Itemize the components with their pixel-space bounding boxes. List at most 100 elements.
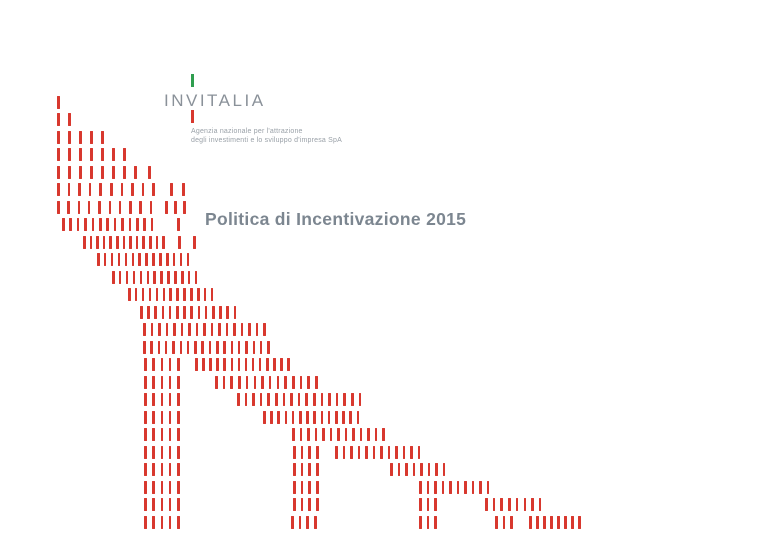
- tally-tick: [194, 341, 197, 354]
- tally-tick: [380, 446, 383, 459]
- tally-tick: [181, 271, 184, 284]
- tally-tick: [168, 481, 172, 494]
- tally-tick: [162, 288, 166, 301]
- tally-tick: [179, 341, 183, 354]
- tally-tick: [128, 288, 131, 301]
- tally-tick: [244, 393, 248, 406]
- tally-tick: [412, 463, 416, 476]
- tally-tick: [299, 428, 303, 441]
- tally-tick: [208, 341, 212, 354]
- tally-tick: [152, 446, 155, 459]
- tally-tick: [564, 516, 567, 529]
- tally-tick: [252, 393, 255, 406]
- tally-tick: [267, 393, 270, 406]
- tally-tick: [89, 236, 93, 249]
- tally-tick: [344, 428, 348, 441]
- tally-tick: [427, 463, 431, 476]
- tally-tick: [215, 376, 218, 389]
- tally-tick: [68, 148, 71, 161]
- tally-tick: [291, 516, 294, 529]
- tally-tick: [161, 306, 165, 319]
- tally-tick: [128, 218, 132, 231]
- tally-tick: [153, 271, 156, 284]
- tally-tick: [395, 446, 398, 459]
- tally-tick: [531, 498, 534, 511]
- tally-tick: [124, 253, 128, 266]
- tally-tick: [180, 323, 184, 336]
- tally-tick: [343, 393, 346, 406]
- tally-tick: [442, 463, 446, 476]
- tally-tick: [308, 463, 311, 476]
- tally-tick: [135, 236, 139, 249]
- tally-tick: [193, 236, 196, 249]
- tally-tick: [157, 341, 161, 354]
- tally-tick: [571, 516, 574, 529]
- logo-wordmark: INVITALIA: [164, 91, 266, 110]
- tally-tick: [139, 201, 142, 214]
- tally-tick: [67, 201, 70, 214]
- tally-tick: [123, 166, 126, 179]
- tally-tick: [68, 166, 71, 179]
- tally-tick: [110, 183, 113, 196]
- tally-tick: [172, 253, 176, 266]
- tally-tick: [186, 341, 190, 354]
- tally-tick: [201, 341, 204, 354]
- tally-tick: [116, 236, 119, 249]
- tally-tick: [165, 323, 169, 336]
- tally-tick: [148, 288, 152, 301]
- tally-tick: [142, 236, 145, 249]
- tally-tick: [293, 498, 296, 511]
- tally-tick: [471, 481, 475, 494]
- tally-tick: [230, 358, 234, 371]
- tally-tick: [263, 411, 266, 424]
- tally-tick: [168, 393, 172, 406]
- tally-tick: [90, 148, 93, 161]
- tally-tick: [78, 183, 81, 196]
- tally-tick: [479, 481, 482, 494]
- tally-tick: [237, 358, 241, 371]
- tally-tick: [152, 183, 155, 196]
- tally-tick: [435, 463, 438, 476]
- tally-tick: [177, 428, 180, 441]
- tally-tick: [557, 516, 560, 529]
- tally-tick: [77, 201, 81, 214]
- tally-tick: [322, 428, 325, 441]
- tally-tick: [152, 463, 155, 476]
- logo-green-tick-icon: [191, 74, 194, 87]
- tally-tick: [305, 393, 308, 406]
- tally-tick: [307, 428, 310, 441]
- tally-tick: [337, 428, 340, 441]
- tally-tick: [417, 446, 421, 459]
- tally-tick: [168, 516, 172, 529]
- tally-tick: [118, 271, 122, 284]
- tally-tick: [258, 358, 262, 371]
- tally-tick: [129, 236, 132, 249]
- tally-tick: [374, 428, 378, 441]
- tally-tick: [158, 323, 161, 336]
- tally-tick: [139, 271, 143, 284]
- tally-tick: [245, 341, 248, 354]
- tally-tick: [261, 376, 264, 389]
- tally-tick: [168, 446, 172, 459]
- logo-tagline-line2: degli investimenti e lo sviluppo d'impre…: [191, 137, 342, 144]
- tally-tick: [420, 463, 423, 476]
- tally-tick: [160, 376, 164, 389]
- tally-tick: [136, 218, 139, 231]
- tally-tick: [306, 411, 309, 424]
- tally-tick: [253, 376, 257, 389]
- tally-tick: [550, 516, 553, 529]
- tally-tick: [69, 218, 72, 231]
- tally-tick: [174, 271, 177, 284]
- tally-tick: [144, 498, 147, 511]
- tally-tick: [252, 341, 256, 354]
- tally-tick: [117, 253, 121, 266]
- tally-tick: [293, 446, 296, 459]
- tally-tick: [106, 218, 109, 231]
- tally-tick: [197, 288, 200, 301]
- tally-tick: [67, 183, 71, 196]
- tally-tick: [183, 306, 186, 319]
- tally-tick: [57, 148, 60, 161]
- tally-tick: [76, 218, 80, 231]
- tally-tick: [57, 131, 60, 144]
- tally-tick: [441, 481, 445, 494]
